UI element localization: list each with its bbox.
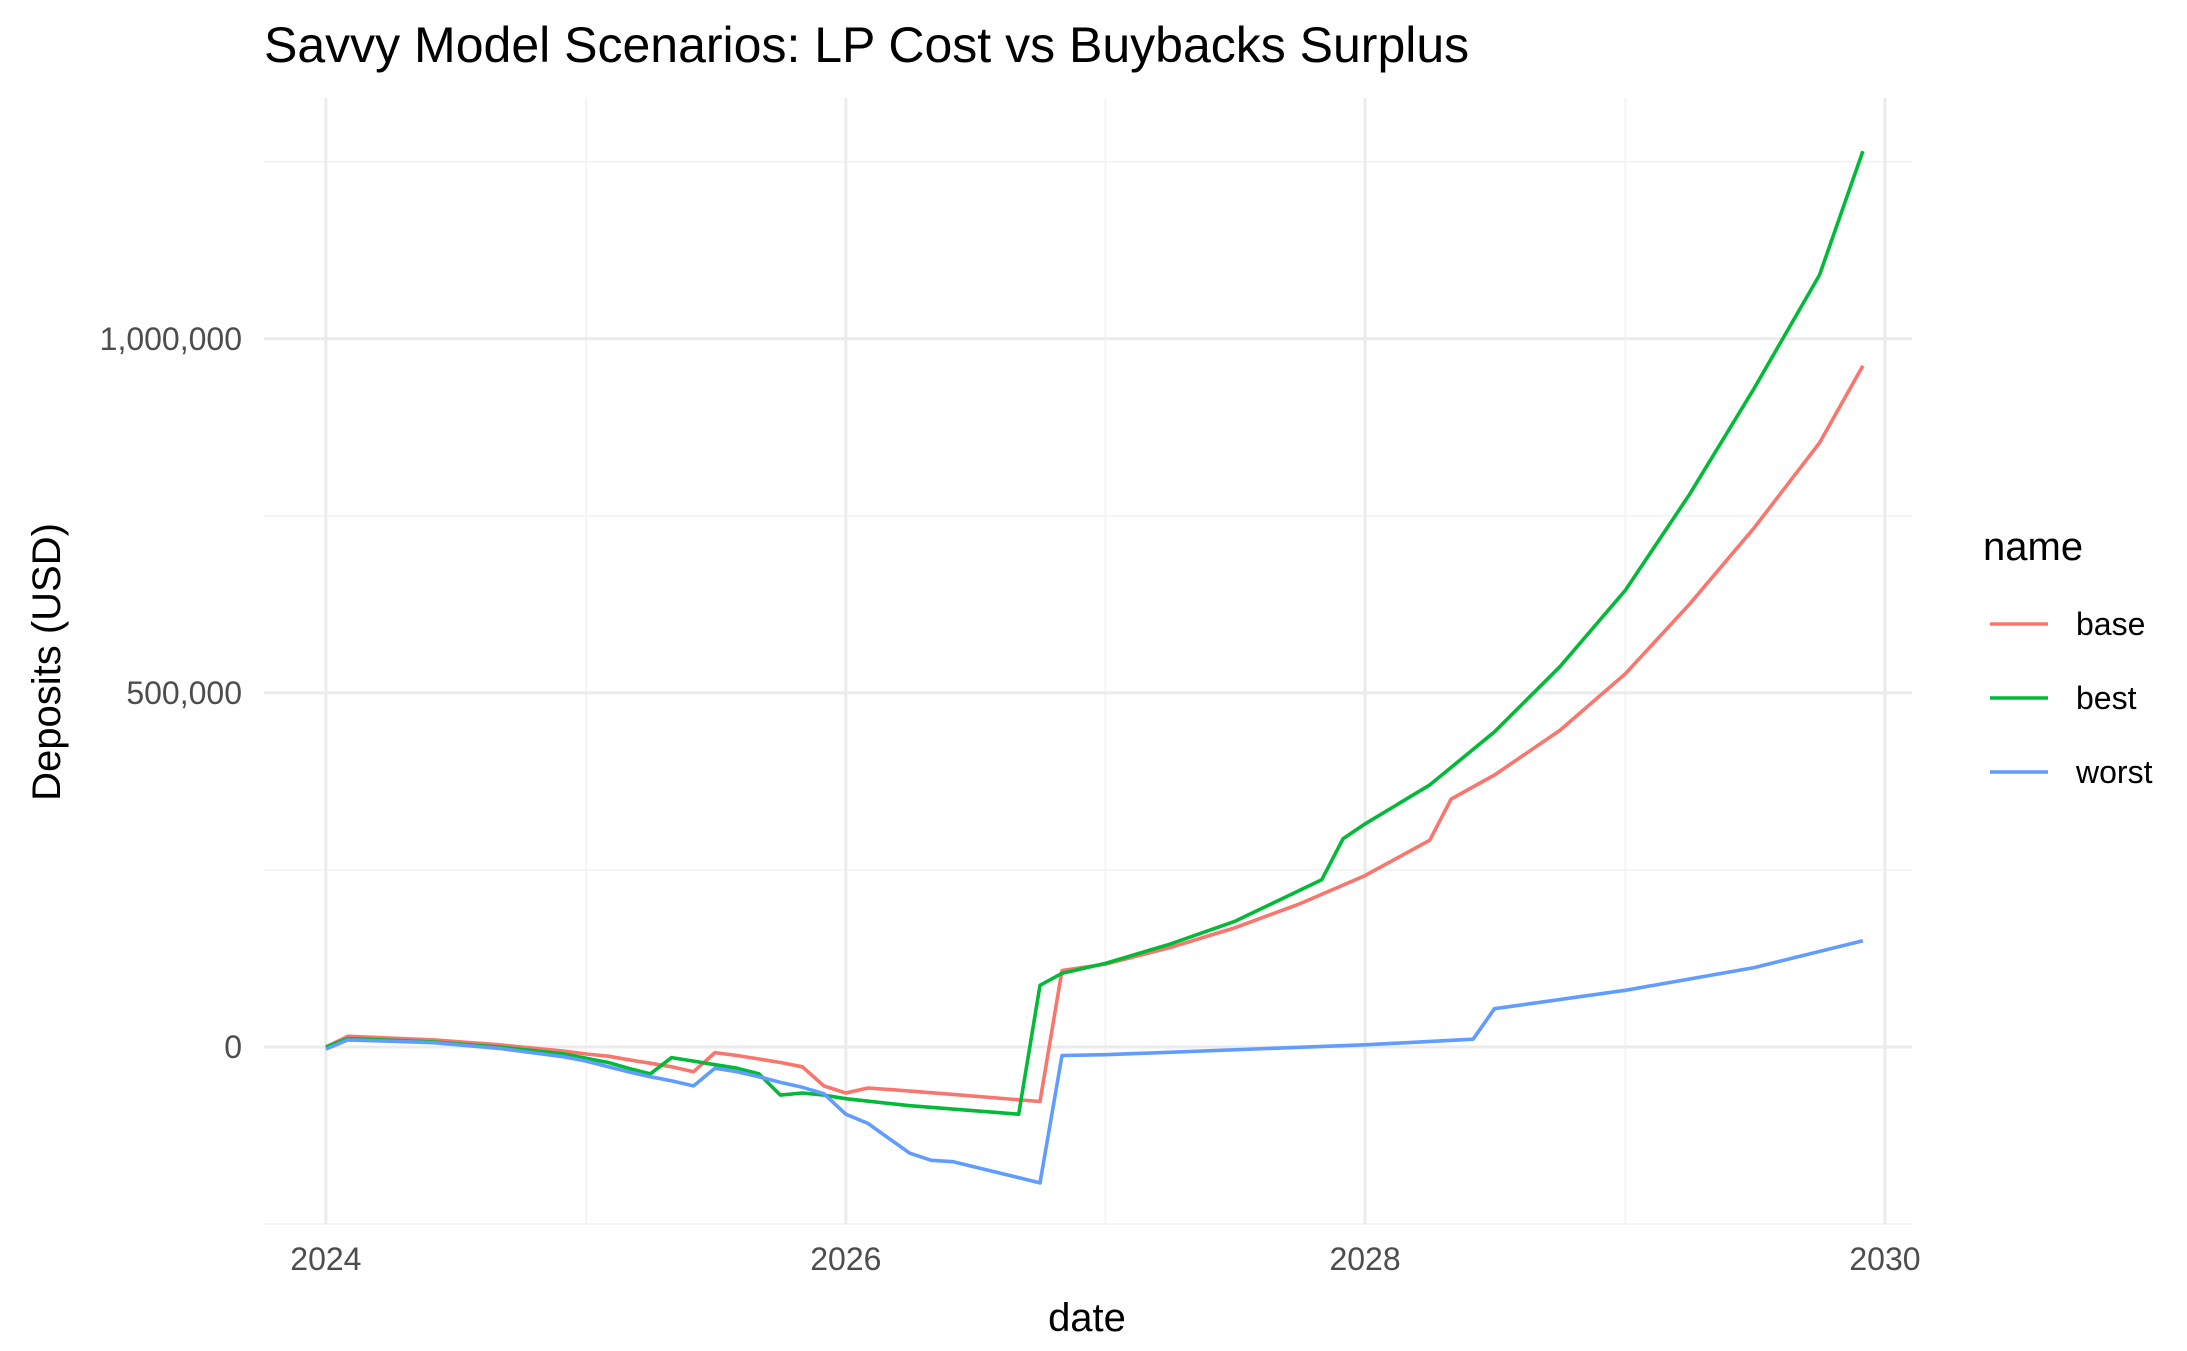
y-tick-label: 500,000: [126, 675, 242, 711]
legend-items: base best worst: [1990, 606, 2153, 790]
series-lines: [325, 150, 1865, 1185]
legend: name base best worst: [1983, 525, 2153, 790]
x-tick-label: 2026: [810, 1241, 881, 1277]
x-tick-label: 2028: [1329, 1241, 1400, 1277]
x-tick-label: 2024: [290, 1241, 361, 1277]
chart-title: Savvy Model Scenarios: LP Cost vs Buybac…: [264, 17, 1469, 73]
tick-labels: 0 500,000 1,000,000 2024 2026 2028 2030: [100, 321, 1921, 1277]
y-tick-label: 1,000,000: [100, 321, 242, 357]
series-line-worst: [325, 938, 1864, 1185]
legend-label-worst: worst: [2075, 754, 2153, 790]
grid: [264, 98, 1912, 1225]
series-line-base: [325, 364, 1865, 1104]
x-tick-label: 2030: [1849, 1241, 1920, 1277]
y-axis-title: Deposits (USD): [25, 523, 69, 801]
y-tick-label: 0: [224, 1029, 242, 1065]
legend-title: name: [1983, 525, 2083, 569]
legend-label-base: base: [2076, 606, 2145, 642]
x-axis-title: date: [1048, 1296, 1126, 1340]
series-line-best: [325, 150, 1865, 1116]
legend-label-best: best: [2076, 680, 2137, 716]
